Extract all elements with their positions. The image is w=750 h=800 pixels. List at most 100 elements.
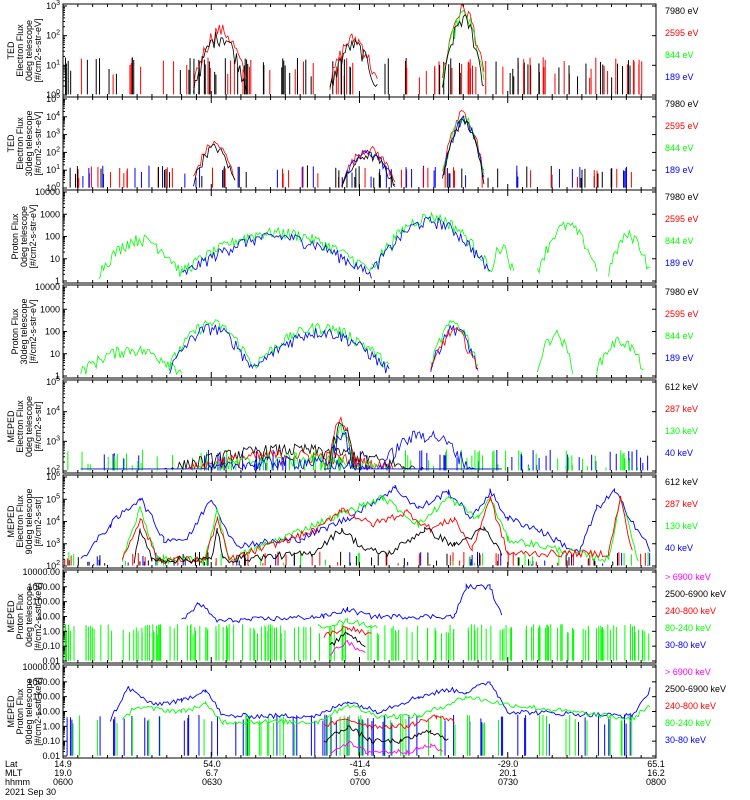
series-red	[193, 140, 236, 181]
y-axis-label: [#/cm2-s-str-eV]	[33, 111, 43, 175]
series-green	[371, 211, 491, 272]
series-green	[489, 244, 515, 273]
plot-area	[66, 681, 651, 756]
legend-entry: 240-800 keV	[665, 606, 716, 616]
series-blue	[341, 149, 396, 187]
panel-3: 1 10 100 1000 10000 Proton Flux 0deg telescope…	[10, 187, 699, 286]
footer-value: -29.0	[498, 759, 519, 769]
panel-1: 100 101 102 103 TED Electron Flux 0deg telesco…	[6, 0, 699, 100]
series-green	[442, 9, 485, 88]
footer-row-name: hhmm	[5, 777, 30, 787]
series-blue	[169, 323, 254, 375]
series-green	[121, 494, 639, 565]
legend-entry: 7980 eV	[665, 6, 699, 16]
series-blue	[181, 582, 503, 624]
series-red	[193, 24, 247, 88]
footer-value: 14.9	[54, 759, 72, 769]
series-green	[537, 328, 574, 375]
y-tick-label: 102	[46, 465, 60, 476]
plot-area	[67, 415, 649, 471]
footer-value: 19.0	[54, 768, 72, 778]
y-tick-label: 0.01	[42, 656, 60, 666]
panel-6: 102 103 104 105 106 MEPED Electron Flux 90deg t…	[6, 471, 698, 571]
y-axis-label: MEPED	[6, 695, 16, 728]
footer-value: 0700	[350, 777, 370, 787]
y-tick-label: 1000	[40, 209, 60, 219]
panel-frame	[62, 569, 657, 664]
series-blue	[323, 431, 360, 470]
series-blue	[80, 484, 651, 559]
legend-entry: > 6900 keV	[665, 667, 711, 677]
footer-date: 2021 Sep 30	[5, 787, 56, 797]
y-axis-label: Electron Flux	[15, 117, 25, 170]
y-axis-label: TED	[6, 134, 16, 153]
y-tick-label: 104	[46, 111, 60, 122]
y-axis-label: Electron Flux	[15, 24, 25, 77]
footer-value: 5.6	[354, 768, 367, 778]
legend-entry: > 6900 keV	[665, 572, 711, 582]
panel-7: 0.01 0.10 1.00 10.00 100.00 1000.00 10000.00 ME…	[6, 567, 726, 666]
y-tick-label: 1000.00	[27, 677, 60, 687]
y-tick-label: 104	[46, 516, 60, 527]
footer-value: 16.2	[647, 768, 665, 778]
y-axis-label: [#/cm2-s-str-eV]	[33, 18, 43, 82]
y-tick-label: 0.10	[42, 736, 60, 746]
y-tick-label: 0.10	[42, 641, 60, 651]
panel-8: 0.01 0.10 1.00 10.00 100.00 1000.00 10000.00 ME…	[6, 662, 726, 761]
footer: Lat 14.9 54.0 -41.4 -29.0 65.1 MLT 19.0 6.7 5.6 20…	[5, 759, 666, 797]
plot-area	[80, 319, 645, 376]
legend-entry: 30-80 keV	[665, 735, 706, 745]
legend-entry: 844 eV	[665, 331, 694, 341]
legend-entry: 80-240 keV	[665, 718, 711, 728]
series-black	[442, 118, 485, 185]
legend-entry: 189 eV	[665, 165, 694, 175]
footer-value: 20.1	[499, 768, 517, 778]
legend-entry: 844 eV	[665, 236, 694, 246]
panel-frame	[62, 189, 657, 284]
legend-entry: 2500-6900 keV	[665, 589, 726, 599]
series-green	[317, 617, 378, 629]
series-magenta	[329, 740, 443, 755]
series-black	[193, 32, 248, 93]
y-tick-label: 100.00	[32, 597, 60, 607]
series-red	[430, 326, 479, 371]
series-green	[430, 319, 479, 368]
series-red	[323, 714, 455, 730]
y-axis-label: TED	[6, 41, 16, 60]
legend-entry: 7980 eV	[665, 287, 699, 297]
y-axis-label: 0deg telescope	[24, 586, 34, 647]
y-tick-label: 0.01	[42, 751, 60, 761]
footer-row-name: MLT	[5, 768, 23, 778]
footer-value: 0800	[646, 777, 666, 787]
y-tick-label: 1.00	[42, 721, 60, 731]
series-green	[596, 336, 645, 375]
y-axis-label: Proton Flux	[10, 308, 20, 355]
series-green	[537, 221, 598, 275]
y-tick-label: 10.00	[37, 707, 60, 717]
y-tick-label: 10000.00	[22, 662, 60, 672]
y-axis-label: Electron Flux	[15, 400, 25, 453]
y-tick-label: 105	[46, 93, 60, 104]
series-black	[329, 631, 366, 648]
y-axis-label: [#/cm2-s-str-eV]	[28, 299, 38, 363]
y-axis-label: 0deg telescope	[24, 396, 34, 457]
footer-value: 6.7	[206, 768, 219, 778]
legend-entry: 612 keV	[665, 382, 698, 392]
series-green	[80, 452, 502, 470]
legend-entry: 2595 eV	[665, 309, 699, 319]
y-axis-label: 0deg telescope	[19, 206, 29, 267]
series-magenta	[329, 639, 366, 656]
panel-4: 1 10 100 1000 10000 Proton Flux 30deg telescop…	[10, 282, 699, 381]
legend-entry: 7980 eV	[665, 192, 699, 202]
plot-area	[64, 582, 650, 661]
y-tick-label: 100	[45, 232, 60, 242]
footer-value: 0630	[202, 777, 222, 787]
legend-entry: 287 keV	[665, 499, 698, 509]
y-tick-label: 100	[45, 327, 60, 337]
y-axis-label: Proton Flux	[15, 593, 25, 640]
panel-2: 100 101 102 103 104 105 TED Electron Flux 30deg …	[6, 93, 699, 193]
panel-frame	[62, 284, 657, 379]
series-black	[133, 525, 503, 564]
y-axis-label: [#/cm2-s-str]	[33, 496, 43, 546]
